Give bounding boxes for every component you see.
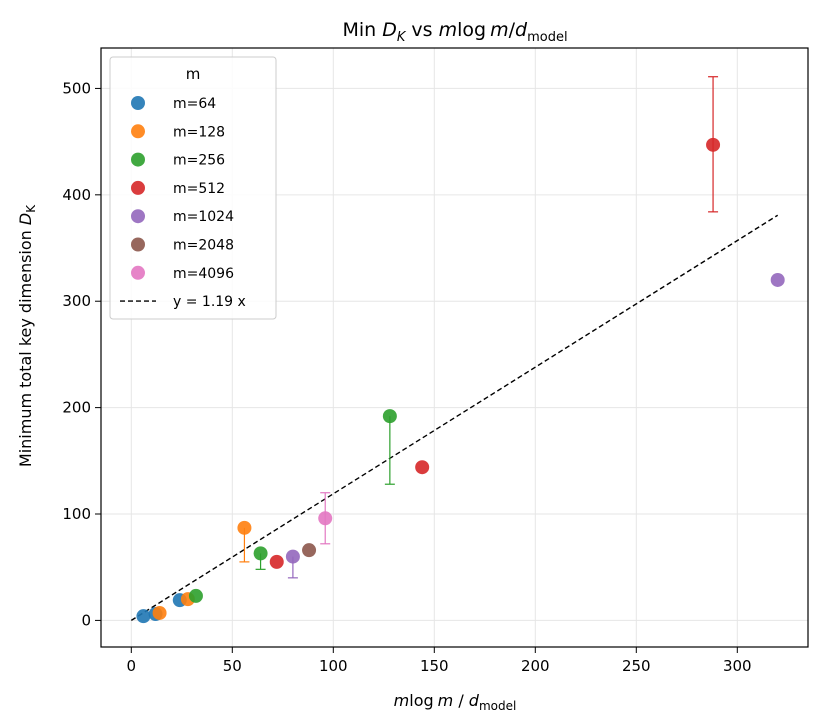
legend: m m=64 m=128 m=256 m=512 m=1024 m=2048 m=4096 y …: [109, 56, 277, 320]
x-tick-label: 100: [319, 657, 348, 675]
data-points: [136, 137, 785, 624]
legend-label: m=2048: [173, 238, 234, 254]
legend-label: m=128: [173, 124, 225, 140]
data-point: [253, 546, 268, 561]
data-point: [302, 543, 317, 558]
legend-title: m: [186, 65, 201, 83]
legend-label: m=4096: [173, 266, 234, 282]
data-point: [706, 137, 721, 152]
legend-box: [109, 56, 277, 320]
y-axis-label: Minimum total key dimension DK: [16, 204, 38, 467]
data-point: [318, 511, 333, 526]
legend-marker: [131, 152, 145, 167]
y-tick-label: 300: [62, 292, 91, 310]
data-point: [770, 272, 785, 287]
axis-ticks: 0 50 100 150 200 250 300 0 100 200 300 400 500: [62, 79, 751, 675]
chart-title: Min DK vs mlog m/dmodel: [342, 19, 567, 45]
x-tick-label: 250: [622, 657, 651, 675]
data-point: [415, 460, 430, 475]
x-tick-label: 150: [420, 657, 449, 675]
legend-marker: [131, 124, 145, 139]
y-tick-label: 200: [62, 399, 91, 417]
legend-label: m=512: [173, 181, 225, 197]
legend-marker: [131, 209, 145, 224]
data-point: [152, 605, 167, 620]
y-tick-label: 500: [62, 79, 91, 97]
fit-line-group: [130, 214, 779, 621]
y-tick-label: 400: [62, 186, 91, 204]
legend-marker: [131, 96, 145, 110]
grid-lines: [101, 48, 808, 647]
legend-marker: [131, 237, 145, 252]
legend-label: m=64: [173, 96, 216, 112]
legend-marker: [131, 265, 145, 280]
fit-line: [130, 214, 779, 621]
legend-label: m=256: [173, 153, 225, 169]
y-tick-label: 100: [62, 505, 91, 523]
data-point: [269, 554, 284, 569]
x-axis-label: mlog m / dmodel: [394, 691, 517, 713]
data-point: [237, 520, 252, 535]
data-point: [136, 609, 151, 624]
data-point: [188, 588, 203, 603]
x-tick-label: 200: [521, 657, 550, 675]
legend-marker: [131, 180, 145, 195]
x-tick-label: 300: [723, 657, 752, 675]
legend-label: m=1024: [173, 209, 234, 225]
plot-frame: [100, 47, 809, 648]
legend-fit-line-label: y = 1.19 x: [173, 294, 246, 310]
x-tick-label: 0: [127, 657, 137, 675]
data-point: [382, 409, 397, 424]
x-tick-label: 50: [223, 657, 242, 675]
data-point: [285, 549, 300, 564]
y-tick-label: 0: [81, 611, 91, 629]
error-bars: [239, 76, 719, 579]
